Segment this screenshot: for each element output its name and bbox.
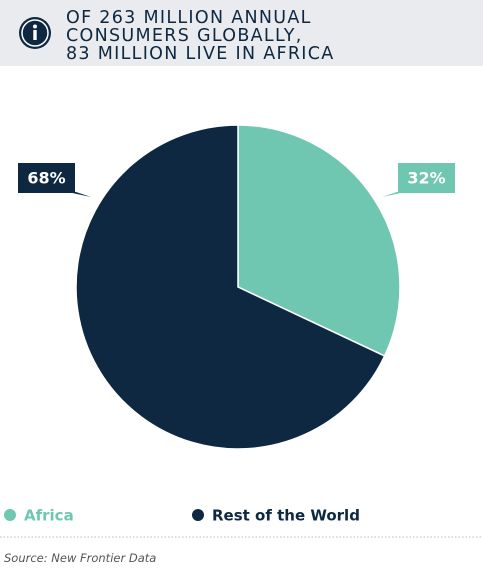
value-label: 68% [27,169,65,188]
pie-slice [237,124,401,357]
label-box [398,163,455,193]
info-icon-bar [33,30,37,40]
chart-title: 83 MILLION LIVE IN AFRICA [66,44,335,64]
pie-slice [75,124,386,450]
legend-marker [192,509,204,521]
value-label: 32% [407,169,445,188]
source: Source: New Frontier Data [4,551,156,565]
legend-marker [4,509,16,521]
legend-label: Africa [24,507,74,525]
chart-title: OF 263 MILLION ANNUAL [66,8,312,28]
label-box [18,163,75,193]
info-icon-ring [21,19,49,47]
legend-label: Rest of the World [212,507,360,525]
header-band [0,0,483,66]
chart-title: CONSUMERS GLOBALLY, [66,26,303,46]
info-icon-dot [33,24,37,29]
